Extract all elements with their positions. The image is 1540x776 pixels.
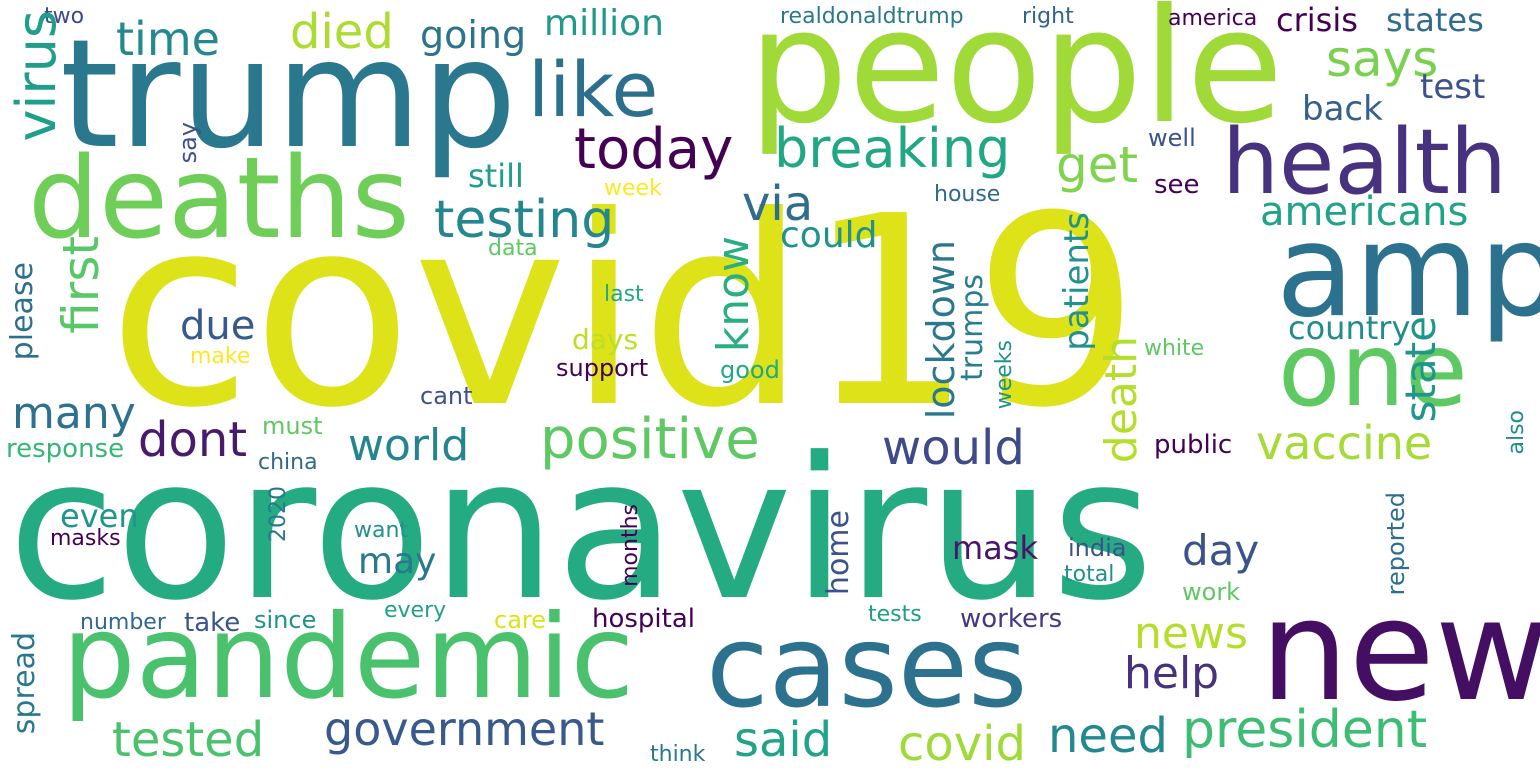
word-pandemic: pandemic — [62, 590, 635, 725]
word-crisis: crisis — [1276, 1, 1358, 39]
word-help: help — [1124, 648, 1220, 699]
word-well: well — [1148, 124, 1196, 152]
word-tests: tests — [868, 602, 922, 627]
word-today: today — [574, 117, 734, 182]
word-think: think — [650, 742, 706, 767]
word-many: many — [12, 388, 136, 439]
word-get: get — [1056, 136, 1139, 194]
word-take: take — [184, 608, 241, 638]
word-trump: trump — [60, 8, 517, 182]
word-number: number — [80, 610, 166, 635]
word-first: first — [52, 236, 110, 334]
word-hospital: hospital — [592, 604, 696, 634]
word-good: good — [720, 356, 780, 384]
word-cant: cant — [420, 382, 473, 410]
word-workers: workers — [960, 604, 1063, 634]
word-say: say — [174, 122, 202, 164]
word-tested: tested — [112, 712, 265, 768]
word-country: country — [1288, 309, 1411, 347]
word-americans: americans — [1260, 189, 1469, 235]
word-data: data — [488, 236, 538, 261]
word-one: one — [1278, 311, 1468, 430]
word-home: home — [821, 510, 856, 596]
word-trumps: trumps — [955, 274, 990, 382]
word-positive: positive — [540, 407, 760, 472]
word-back: back — [1302, 89, 1383, 129]
word-could: could — [780, 215, 878, 256]
word-going: going — [420, 13, 527, 57]
word-week: week — [604, 176, 662, 201]
word-india: india — [1068, 534, 1127, 562]
word-two: two — [44, 4, 85, 29]
word-health: health — [1222, 110, 1507, 215]
word-want: want — [354, 518, 409, 543]
word-covid19: covid19 — [108, 160, 1140, 465]
word-cases: cases — [706, 600, 1028, 733]
word-dont: dont — [138, 412, 248, 468]
word-via: via — [742, 176, 814, 232]
word-virus: virus — [5, 10, 68, 142]
word-make: make — [190, 344, 251, 369]
word-president: president — [1182, 700, 1428, 760]
word-covid: covid — [898, 716, 1026, 772]
word-must: must — [262, 412, 323, 440]
word-testing: testing — [434, 190, 615, 250]
word-care: care — [494, 606, 547, 634]
word-house: house — [934, 182, 1001, 207]
word-need: need — [1048, 708, 1168, 764]
word-may: may — [358, 541, 437, 582]
word-weeks: weeks — [992, 340, 1017, 410]
word-support: support — [556, 354, 649, 382]
word-mask: mask — [952, 529, 1038, 567]
word-amp: amp — [1276, 197, 1540, 346]
word-died: died — [290, 4, 394, 60]
word-coronavirus: coronavirus — [8, 416, 1154, 644]
word-china: china — [258, 450, 318, 475]
word-days: days — [572, 323, 639, 356]
word-says: says — [1326, 30, 1439, 88]
word-right: right — [1022, 4, 1074, 29]
word-breaking: breaking — [774, 117, 1011, 180]
word-see: see — [1154, 170, 1200, 200]
word-2020: 2020 — [266, 486, 291, 542]
word-deaths: deaths — [28, 134, 410, 264]
word-death: death — [1096, 336, 1147, 464]
word-public: public — [1154, 430, 1233, 460]
word-million: million — [544, 3, 664, 44]
word-time: time — [116, 12, 220, 66]
word-months: months — [618, 504, 643, 587]
word-masks: masks — [50, 526, 121, 551]
word-every: every — [384, 598, 447, 623]
word-please: please — [5, 262, 40, 361]
word-world: world — [348, 420, 470, 471]
word-patients: patients — [1057, 212, 1097, 351]
word-even: even — [60, 497, 139, 535]
word-still: still — [468, 157, 524, 195]
word-realdonaldtrump: realdonaldtrump — [780, 4, 964, 29]
word-test: test — [1420, 67, 1486, 107]
word-states: states — [1386, 1, 1484, 39]
word-last: last — [604, 282, 644, 307]
word-know: know — [708, 236, 759, 353]
word-said: said — [734, 712, 833, 768]
word-due: due — [180, 303, 256, 349]
word-news: news — [1134, 608, 1248, 659]
word-work: work — [1182, 578, 1241, 606]
word-reported: reported — [1382, 492, 1410, 596]
word-new: new — [1260, 570, 1540, 733]
word-white: white — [1144, 336, 1205, 361]
word-like: like — [528, 45, 659, 134]
word-america: america — [1168, 6, 1258, 31]
word-would: would — [882, 420, 1025, 476]
word-people: people — [748, 0, 1284, 159]
word-vaccine: vaccine — [1256, 416, 1433, 470]
word-since: since — [254, 606, 317, 634]
word-day: day — [1182, 526, 1260, 575]
word-total: total — [1064, 562, 1115, 587]
word-government: government — [324, 702, 605, 756]
word-response: response — [6, 434, 125, 464]
word-also: also — [1504, 410, 1529, 455]
word-spread: spread — [7, 632, 42, 735]
